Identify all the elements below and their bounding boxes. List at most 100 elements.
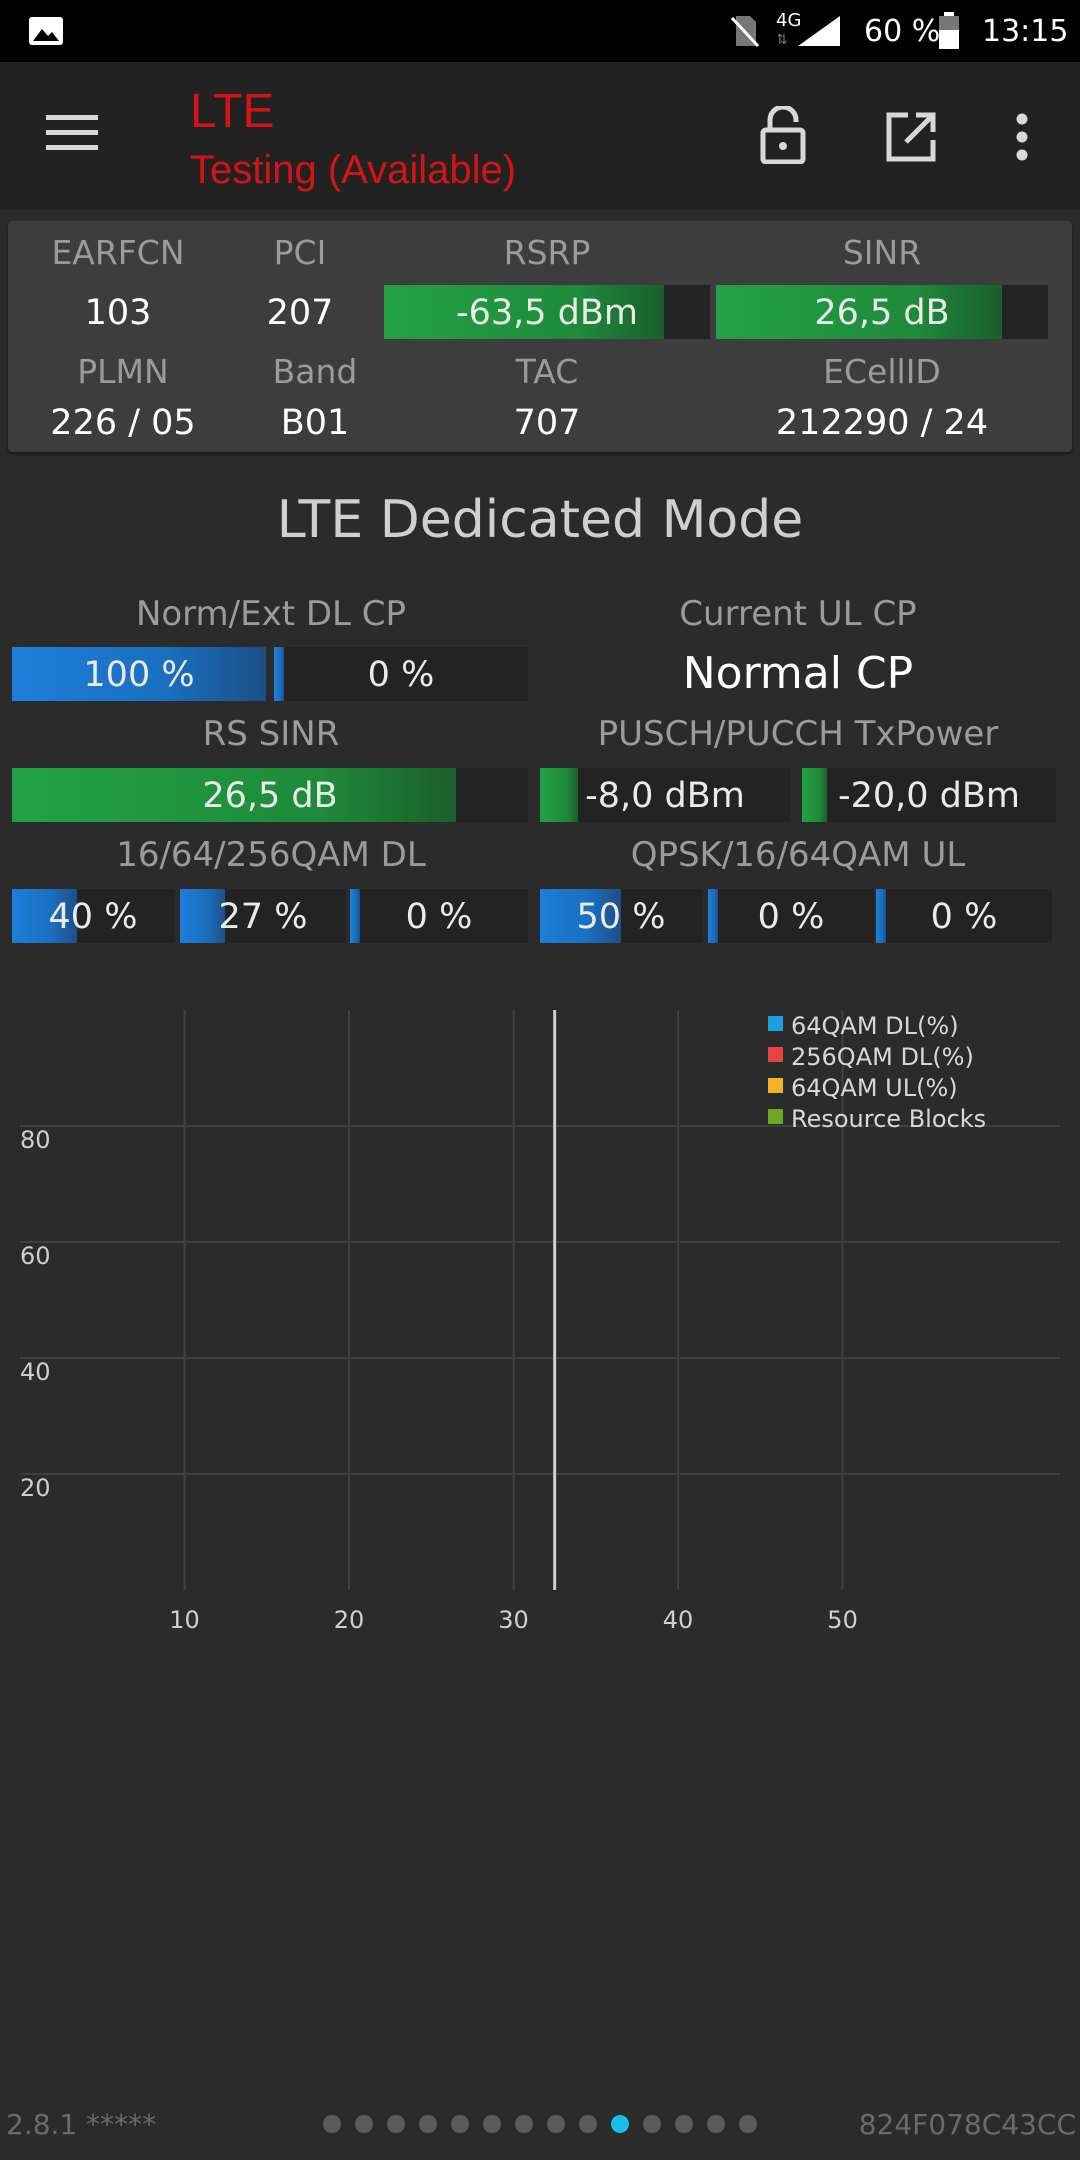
no-sim-icon <box>730 16 760 48</box>
page-dot[interactable] <box>483 2115 501 2133</box>
cp-norm-bar: 100 % <box>12 647 266 701</box>
device-id: 824F078C43CC <box>858 2108 1076 2141</box>
ecellid-label: ECellID <box>823 352 941 391</box>
page-dot[interactable] <box>707 2115 725 2133</box>
tac-label: TAC <box>515 352 579 391</box>
qam16-ul-bar-fill <box>708 889 718 943</box>
x-tick-label: 50 <box>827 1606 858 1630</box>
qpsk-ul-value: 50 % <box>576 897 666 937</box>
sinr-label: SINR <box>842 233 922 272</box>
clock: 13:15 <box>982 14 1069 49</box>
page-indicator <box>0 2115 1080 2133</box>
qam16-dl-value: 40 % <box>48 897 138 937</box>
image-notification-icon <box>29 17 63 45</box>
cp-ext-bar: 0 % <box>274 647 528 701</box>
ecellid-value: 212290 / 24 <box>775 403 989 443</box>
cp-ext-bar-fill <box>274 647 284 701</box>
pucch-bar: -20,0 dBm <box>802 768 1056 822</box>
open-external-icon[interactable] <box>886 112 936 162</box>
qam64-dl-bar: 27 % <box>180 889 346 943</box>
status-bar: 4G ⇅ 60 % 13:15 <box>0 0 1080 62</box>
battery-percent: 60 % <box>864 14 941 49</box>
svg-text:⇅: ⇅ <box>778 32 788 48</box>
page-subtitle: Testing (Available) <box>190 148 517 192</box>
rsrp-value: -63,5 dBm <box>455 293 638 333</box>
pucch-bar-fill <box>802 768 828 822</box>
pucch-value: -20,0 dBm <box>837 776 1020 816</box>
x-tick-label: 10 <box>169 1606 200 1630</box>
earfcn-label: EARFCN <box>51 233 185 272</box>
qam256-dl-bar-fill <box>350 889 360 943</box>
tac-value: 707 <box>513 403 581 443</box>
cp-norm-value: 100 % <box>83 655 195 695</box>
page-dot[interactable] <box>675 2115 693 2133</box>
qam64-ul-value: 0 % <box>930 897 998 937</box>
rs-sinr-bar-fill <box>12 768 456 822</box>
sinr-bar: 26,5 dB <box>716 285 1048 339</box>
band-value: B01 <box>280 403 350 443</box>
menu-icon[interactable] <box>46 113 98 153</box>
page-dot[interactable] <box>451 2115 469 2133</box>
page-dot[interactable] <box>643 2115 661 2133</box>
qam64-ul-bar: 0 % <box>876 889 1052 943</box>
pci-label: PCI <box>273 233 327 272</box>
dl-qam-label: 16/64/256QAM DL <box>116 835 426 875</box>
legend-entry: Resource Blocks <box>791 1105 986 1133</box>
ul-cp-label: Current UL CP <box>679 594 917 634</box>
qam16-dl-bar-fill <box>12 889 77 943</box>
x-tick-label: 40 <box>663 1606 694 1630</box>
qpsk-ul-bar-fill <box>540 889 621 943</box>
lock-icon[interactable] <box>760 106 806 164</box>
page-dot[interactable] <box>419 2115 437 2133</box>
signal-icon: ⇅ <box>778 16 840 48</box>
band-label: Band <box>272 352 358 391</box>
cp-label: Norm/Ext DL CP <box>135 594 407 634</box>
cp-norm-bar-fill <box>12 647 266 701</box>
page-dot[interactable] <box>579 2115 597 2133</box>
page-dot[interactable] <box>355 2115 373 2133</box>
page-dot-active[interactable] <box>611 2115 629 2133</box>
version-label: 2.8.1 ***** <box>6 2108 157 2141</box>
legend-swatch <box>768 1016 783 1031</box>
txpower-label: PUSCH/PUCCH TxPower <box>597 714 999 754</box>
legend-entry: 256QAM DL(%) <box>791 1043 974 1071</box>
qam16-ul-value: 0 % <box>757 897 825 937</box>
qam16-dl-bar: 40 % <box>12 889 174 943</box>
pusch-value: -8,0 dBm <box>585 776 745 816</box>
page-dot[interactable] <box>323 2115 341 2133</box>
rsrp-bar-fill <box>384 285 665 339</box>
rsrp-bar: -63,5 dBm <box>384 285 710 339</box>
app-bar: LTE Testing (Available) <box>0 62 1080 210</box>
rs-sinr-value: 26,5 dB <box>202 776 338 816</box>
qam256-dl-value: 0 % <box>405 897 473 937</box>
page-dot[interactable] <box>387 2115 405 2133</box>
y-tick-label: 60 <box>20 1242 51 1270</box>
network-type: 4G <box>776 10 802 31</box>
qam64-dl-value: 27 % <box>218 897 308 937</box>
ul-cp-value: Normal CP <box>682 648 914 699</box>
pusch-bar-fill <box>540 768 578 822</box>
qpsk-ul-bar: 50 % <box>540 889 702 943</box>
battery-icon <box>939 12 959 49</box>
x-tick-label: 30 <box>498 1606 529 1630</box>
qam16-ul-bar: 0 % <box>708 889 874 943</box>
legend-swatch <box>768 1047 783 1062</box>
x-tick-label: 20 <box>334 1606 365 1630</box>
y-tick-label: 40 <box>20 1358 51 1386</box>
pusch-bar: -8,0 dBm <box>540 768 790 822</box>
legend-swatch <box>768 1078 783 1093</box>
earfcn-value: 103 <box>84 293 152 333</box>
page-title: LTE <box>190 85 275 138</box>
more-vert-icon[interactable] <box>1012 112 1032 162</box>
page-dot[interactable] <box>739 2115 757 2133</box>
page-dot[interactable] <box>515 2115 533 2133</box>
plmn-label: PLMN <box>77 352 169 391</box>
qam-history-chart: 10 20 30 40 50 20 40 60 80 64QAM DL(%) 256QAM DL(%… <box>20 1010 1060 1630</box>
y-tick-label: 80 <box>20 1126 51 1154</box>
pci-value: 207 <box>266 293 334 333</box>
rs-sinr-label: RS SINR <box>202 714 340 754</box>
plmn-value: 226 / 05 <box>50 403 196 443</box>
legend-entry: 64QAM DL(%) <box>791 1012 959 1040</box>
page-dot[interactable] <box>547 2115 565 2133</box>
rsrp-label: RSRP <box>503 233 591 272</box>
